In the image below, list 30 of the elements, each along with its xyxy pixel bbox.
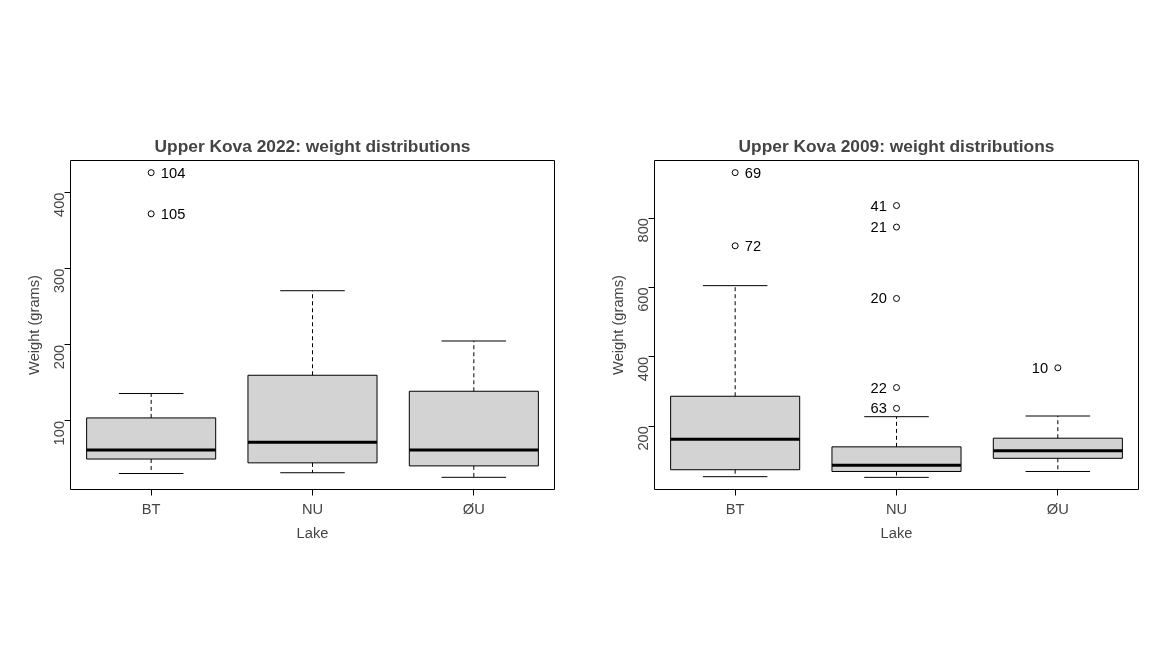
y-tick-label: 100	[51, 420, 68, 446]
y-axis-title: Weight (grams)	[25, 275, 42, 375]
annotation: 10	[1031, 359, 1049, 376]
x-tick-label: NU	[301, 500, 324, 517]
x-axis-title: Lake	[296, 524, 329, 541]
annotation: 63	[870, 400, 887, 417]
annotation: 72	[744, 237, 762, 254]
annotation: 20	[870, 290, 887, 307]
x-tick-label: BT	[725, 500, 745, 517]
annotation: 69	[744, 164, 762, 181]
y-tick-label: 300	[51, 268, 68, 294]
annotation: 22	[870, 379, 887, 396]
x-tick-label: NU	[885, 500, 908, 517]
x-axis-title: Lake	[880, 524, 913, 541]
y-axis-title: Weight (grams)	[609, 275, 626, 375]
annotation: 41	[870, 197, 887, 214]
x-tick-label: BT	[141, 500, 161, 517]
y-tick-label: 400	[635, 356, 652, 382]
annotation: 21	[870, 219, 887, 236]
annotation: 104	[160, 164, 186, 181]
y-tick-label: 600	[635, 287, 652, 312]
y-tick-label: 200	[635, 426, 652, 451]
y-tick-label: 400	[51, 192, 68, 217]
y-tick-label: 800	[635, 218, 652, 243]
x-tick-label: ØU	[462, 500, 485, 517]
chart-title: Upper Kova 2022: weight distributions	[154, 135, 471, 156]
annotation: 105	[160, 205, 186, 222]
chart-title: Upper Kova 2009: weight distributions	[738, 135, 1055, 156]
x-tick-label: ØU	[1046, 500, 1069, 517]
y-tick-label: 200	[51, 344, 68, 370]
